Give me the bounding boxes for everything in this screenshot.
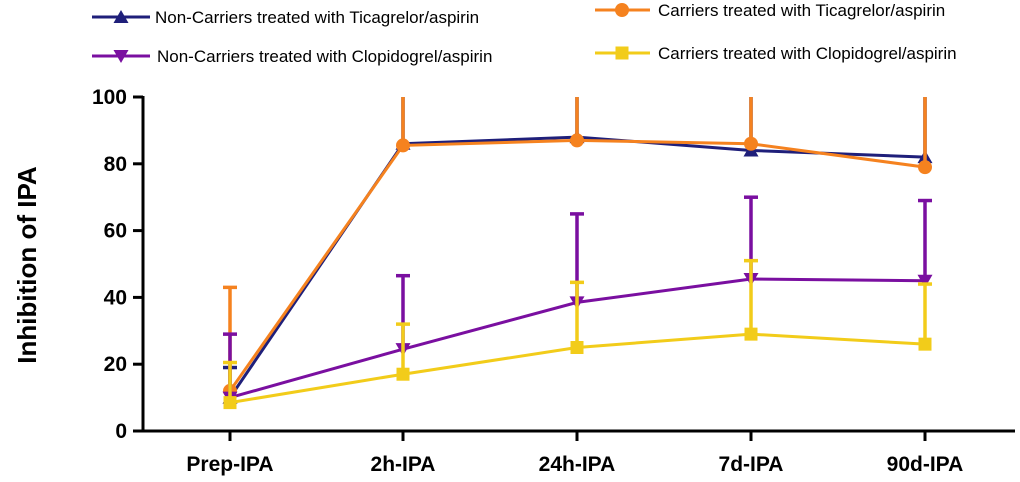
series	[223, 258, 932, 410]
x-tick-label: Prep-IPA	[186, 453, 273, 476]
legend-label: Non-Carriers treated with Ticagrelor/asp…	[155, 8, 479, 27]
data-point-triangle-down	[113, 50, 129, 63]
data-point-circle	[918, 160, 932, 175]
legend-marker-triangle-up	[113, 10, 129, 23]
legend-marker-square	[615, 46, 629, 60]
data-point-square	[570, 341, 584, 354]
data-point-circle	[615, 3, 629, 17]
x-tick-label: 24h-IPA	[539, 453, 616, 476]
legend-label: Carriers treated with Clopidogrel/aspiri…	[658, 44, 957, 63]
y-tick-label: 100	[92, 86, 127, 109]
y-tick-label: 60	[104, 220, 127, 243]
data-point-circle	[744, 136, 758, 151]
legend-item-carriers-clopidogrel: Carriers treated with Clopidogrel/aspiri…	[595, 44, 957, 63]
axes: 0 20 40 60 80 100 Prep-IPA 2h-IPA 24h-IPA 7d-IPA 9…	[92, 86, 1015, 476]
legend-marker-circle	[615, 3, 629, 17]
x-tick-label: 2h-IPA	[371, 453, 436, 476]
legend-item-noncarriers-clopidogrel: Non-Carriers treated with Clopidogrel/as…	[92, 47, 492, 66]
legend-marker-triangle-down	[113, 50, 129, 63]
data-point-square	[615, 46, 629, 60]
data-point-square	[918, 337, 932, 351]
y-tick-label: 0	[115, 420, 127, 443]
data-point-triangle-down	[917, 274, 933, 288]
legend: Non-Carriers treated with Ticagrelor/asp…	[92, 1, 957, 66]
legend-item-noncarriers-ticagrelor: Non-Carriers treated with Ticagrelor/asp…	[92, 8, 479, 27]
y-axis-label: Inhibition of IPA	[12, 166, 42, 364]
data-point-circle	[570, 133, 584, 148]
legend-label: Carriers treated with Ticagrelor/aspirin	[658, 1, 945, 20]
legend-item-carriers-ticagrelor: Carriers treated with Ticagrelor/aspirin	[595, 1, 945, 20]
y-tick-label: 80	[104, 153, 127, 176]
data-point-square	[744, 327, 758, 341]
data-point-square	[223, 396, 237, 410]
data-point-triangle-up	[113, 10, 129, 23]
x-tick-label: 7d-IPA	[719, 453, 784, 476]
data-point-circle	[396, 138, 410, 153]
plot-area	[222, 97, 933, 410]
x-tick-label: 90d-IPA	[887, 453, 964, 476]
legend-label: Non-Carriers treated with Clopidogrel/as…	[157, 47, 492, 66]
y-tick-label: 20	[104, 353, 127, 376]
data-point-square	[396, 367, 410, 381]
y-tick-label: 40	[104, 286, 127, 309]
